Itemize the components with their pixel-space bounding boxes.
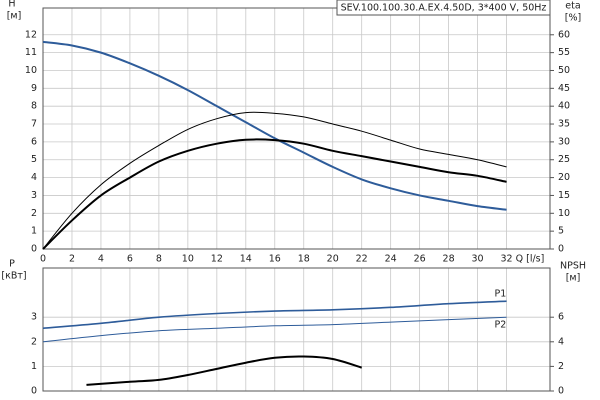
series-line bbox=[42, 40, 507, 211]
y2-tick-label: 0 bbox=[558, 386, 564, 397]
y2-tick-label: 40 bbox=[558, 101, 570, 112]
x-tick-label: 10 bbox=[182, 254, 194, 265]
x-tick-label: 20 bbox=[327, 254, 339, 265]
y-tick-label: 4 bbox=[31, 172, 37, 183]
x-tick-label: 4 bbox=[98, 254, 104, 265]
y-tick-label: 12 bbox=[25, 29, 37, 40]
x-tick-label: 22 bbox=[356, 254, 368, 265]
y-tick-label: 2 bbox=[31, 208, 37, 219]
y2-tick-label: 6 bbox=[558, 312, 564, 323]
y2-tick-label: 15 bbox=[558, 190, 570, 201]
y2-tick-label: 0 bbox=[558, 244, 564, 255]
y-axis-unit: [кВт] bbox=[1, 271, 26, 282]
y-tick-label: 9 bbox=[31, 83, 37, 94]
y-tick-label: 7 bbox=[31, 119, 37, 130]
y-tick-label: 6 bbox=[31, 136, 37, 147]
y2-axis-label: NPSH bbox=[560, 261, 586, 272]
y-tick-label: 5 bbox=[31, 154, 37, 165]
plot-frame bbox=[42, 267, 551, 392]
series-label: P2 bbox=[495, 320, 507, 331]
x-tick-label: 24 bbox=[385, 254, 397, 265]
x-tick-label: 0 bbox=[40, 254, 46, 265]
y-tick-label: 3 bbox=[31, 312, 37, 323]
x-tick-label: 28 bbox=[443, 254, 455, 265]
y2-tick-label: 10 bbox=[558, 208, 570, 219]
y-axis-unit: [м] bbox=[7, 11, 22, 22]
series-line bbox=[42, 300, 507, 330]
x-tick-label: 26 bbox=[414, 254, 426, 265]
y2-tick-label: 35 bbox=[558, 119, 570, 130]
y2-tick-label: 45 bbox=[558, 83, 570, 94]
x-tick-label: 12 bbox=[211, 254, 223, 265]
y2-tick-label: 25 bbox=[558, 154, 570, 165]
y2-axis-unit: [м] bbox=[566, 273, 581, 284]
y2-axis-unit: [%] bbox=[565, 13, 581, 24]
y-axis-label: P bbox=[9, 259, 15, 270]
y2-tick-label: 5 bbox=[558, 226, 564, 237]
y-tick-label: 1 bbox=[31, 361, 37, 372]
y2-tick-label: 30 bbox=[558, 136, 570, 147]
plot-frame bbox=[42, 7, 551, 250]
y2-tick-label: 55 bbox=[558, 47, 570, 58]
y-axis-label: H bbox=[8, 0, 15, 10]
series-label: P1 bbox=[495, 289, 507, 300]
series-line bbox=[42, 316, 507, 343]
y-tick-label: 10 bbox=[25, 65, 37, 76]
title-box bbox=[336, 0, 551, 16]
y-tick-label: 0 bbox=[31, 386, 37, 397]
x-tick-label: 16 bbox=[269, 254, 281, 265]
y-tick-label: 11 bbox=[25, 47, 37, 58]
x-tick-label: 8 bbox=[156, 254, 162, 265]
x-axis-label: Q [l/s] bbox=[516, 254, 545, 265]
y-tick-label: 0 bbox=[31, 244, 37, 255]
x-tick-label: 32 bbox=[500, 254, 512, 265]
y2-axis-label: eta bbox=[565, 1, 580, 12]
y2-tick-label: 60 bbox=[558, 29, 570, 40]
series-line bbox=[86, 355, 362, 386]
y-tick-label: 3 bbox=[31, 190, 37, 201]
x-tick-label: 2 bbox=[69, 254, 75, 265]
y2-tick-label: 4 bbox=[558, 336, 564, 347]
y2-tick-label: 50 bbox=[558, 65, 570, 76]
y-tick-label: 2 bbox=[31, 336, 37, 347]
x-tick-label: 6 bbox=[127, 254, 133, 265]
y-tick-label: 8 bbox=[31, 101, 37, 112]
y-tick-label: 1 bbox=[31, 226, 37, 237]
x-tick-label: 30 bbox=[472, 254, 484, 265]
series-line bbox=[42, 138, 507, 250]
y2-tick-label: 2 bbox=[558, 361, 564, 372]
series-line bbox=[42, 111, 507, 250]
x-tick-label: 18 bbox=[298, 254, 310, 265]
chart-title: SEV.100.100.30.A.EX.4.50D, 3*400 V, 50Hz bbox=[341, 3, 547, 14]
y2-tick-label: 20 bbox=[558, 172, 570, 183]
x-tick-label: 14 bbox=[240, 254, 252, 265]
